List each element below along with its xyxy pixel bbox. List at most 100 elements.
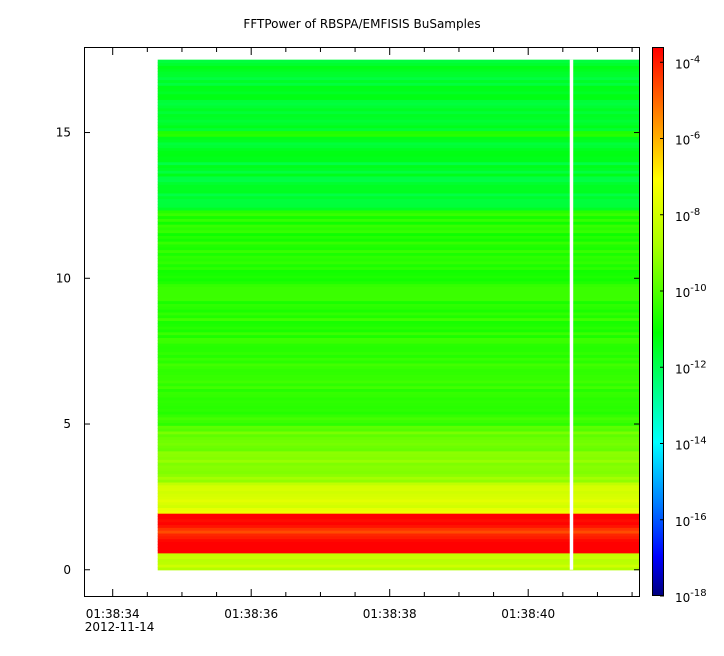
spectrogram-strip: [157, 153, 639, 157]
spectrogram-strip: [157, 306, 639, 310]
colorbar-tick-exponent: -6: [690, 131, 700, 142]
spectrogram-strip: [157, 425, 639, 429]
spectrogram-strip: [157, 354, 639, 358]
spectrogram-strip: [157, 85, 639, 89]
spectrogram-strip: [157, 258, 639, 262]
spectrogram-strip: [157, 532, 639, 537]
spectrogram-strip: [157, 501, 639, 506]
spectrogram-strip: [157, 337, 639, 341]
colorbar-tick-exponent: -16: [690, 512, 706, 523]
spectrogram-strip: [157, 127, 639, 132]
spectrogram-strip: [157, 538, 639, 543]
spectrogram-strip: [157, 187, 639, 191]
spectrogram-strip: [157, 411, 639, 415]
spectrogram-strip: [157, 549, 639, 554]
spectrogram-strip: [157, 215, 639, 219]
spectrogram-strip: [157, 442, 639, 446]
spectrogram-strip: [157, 447, 639, 452]
spectrogram-strip: [157, 544, 639, 548]
chart-title: FFTPower of RBSPA/EMFISIS BuSamples: [243, 17, 481, 31]
spectrogram-strip: [157, 320, 639, 324]
spectrogram-strip: [157, 260, 639, 265]
colorbar-tick-label: 10-12: [675, 359, 707, 376]
spectrogram-strip: [157, 90, 639, 95]
spectrogram-strip: [157, 345, 639, 350]
spectrogram-strip: [157, 297, 639, 302]
spectrogram-strip: [157, 70, 639, 75]
spectrogram-strip: [157, 224, 639, 228]
spectrogram-strip: [157, 433, 639, 438]
spectrogram-strip: [157, 374, 639, 378]
spectrogram-strip: [157, 221, 639, 225]
spectrogram-strip: [157, 147, 639, 151]
spectrogram-strip: [157, 351, 639, 355]
spectrogram-strip: [157, 413, 639, 418]
spectrogram-strip: [157, 331, 639, 336]
spectrogram-strip: [157, 73, 639, 78]
spectrogram-strip: [157, 277, 639, 282]
spectrogram-strip: [157, 379, 639, 384]
spectrogram-strip: [157, 82, 639, 86]
spectrogram-strip: [157, 303, 639, 307]
spectrogram-strip: [157, 280, 639, 285]
colorbar-tick-exponent: -4: [690, 54, 700, 65]
spectrogram-strip: [157, 524, 639, 528]
spectrogram-strip: [157, 184, 639, 188]
y-tick-label: 5: [63, 417, 71, 431]
spectrogram-strip: [157, 402, 639, 406]
spectrogram-strip: [157, 439, 639, 443]
spectrogram-strip: [157, 558, 639, 562]
colorbar-tick-exponent: -12: [690, 359, 706, 370]
colorbar-tick-label: 10-4: [675, 54, 700, 71]
spectrogram-strip: [157, 377, 639, 381]
spectrogram-strip: [157, 479, 639, 483]
data-gap: [569, 59, 574, 570]
spectrogram-strip: [157, 167, 639, 171]
spectrogram-strip: [157, 241, 639, 245]
spectrogram-strip: [157, 178, 639, 183]
spectrogram-strip: [157, 62, 639, 66]
x-tick-label: 01:38:38: [363, 607, 417, 621]
spectrogram-strip: [157, 130, 639, 134]
spectrogram-strip: [157, 164, 639, 168]
spectrogram-strip: [157, 292, 639, 296]
spectrogram-strip: [157, 96, 639, 100]
spectrogram-strip: [157, 272, 639, 276]
spectrogram-strip: [157, 343, 639, 347]
spectrogram-strip: [157, 102, 639, 106]
spectrogram-strip: [157, 275, 639, 279]
spectrogram-strip: [157, 105, 639, 109]
spectrogram-strip: [157, 107, 639, 112]
spectrogram-strip: [157, 450, 639, 455]
spectrogram-strip: [157, 445, 639, 449]
spectrogram-strip: [157, 93, 639, 98]
spectrogram-strip: [157, 504, 639, 509]
spectrogram-strip: [157, 552, 639, 557]
spectrogram-strip: [157, 510, 639, 514]
spectrogram-strip: [157, 419, 639, 424]
spectrogram-strip: [157, 198, 639, 202]
spectrogram-strip: [157, 283, 639, 287]
spectrogram-strip: [157, 99, 639, 103]
colorbar-tick-label: 10-6: [675, 131, 700, 148]
spectrogram-strip: [157, 235, 639, 239]
colorbar-tick-label: 10-18: [675, 588, 707, 605]
spectrogram-strip: [157, 530, 639, 534]
spectrogram-strip: [157, 422, 639, 426]
spectrogram-strip: [157, 513, 639, 517]
spectrogram-strip: [157, 226, 639, 231]
spectrogram-strip: [157, 416, 639, 421]
spectrogram-strip: [157, 113, 639, 117]
spectrogram-strip: [157, 388, 639, 392]
spectrogram-strip: [157, 246, 639, 251]
spectrogram-strip: [157, 238, 639, 242]
spectrogram-strip: [157, 487, 639, 492]
spectrogram-strip: [157, 323, 639, 327]
spectrogram-strip: [157, 136, 639, 140]
spectrogram-strip: [157, 124, 639, 129]
spectrogram-strip: [157, 255, 639, 259]
spectrogram-strip: [157, 309, 639, 313]
spectrogram-strip: [157, 326, 639, 330]
x-tick-label: 01:38:34: [86, 607, 140, 621]
